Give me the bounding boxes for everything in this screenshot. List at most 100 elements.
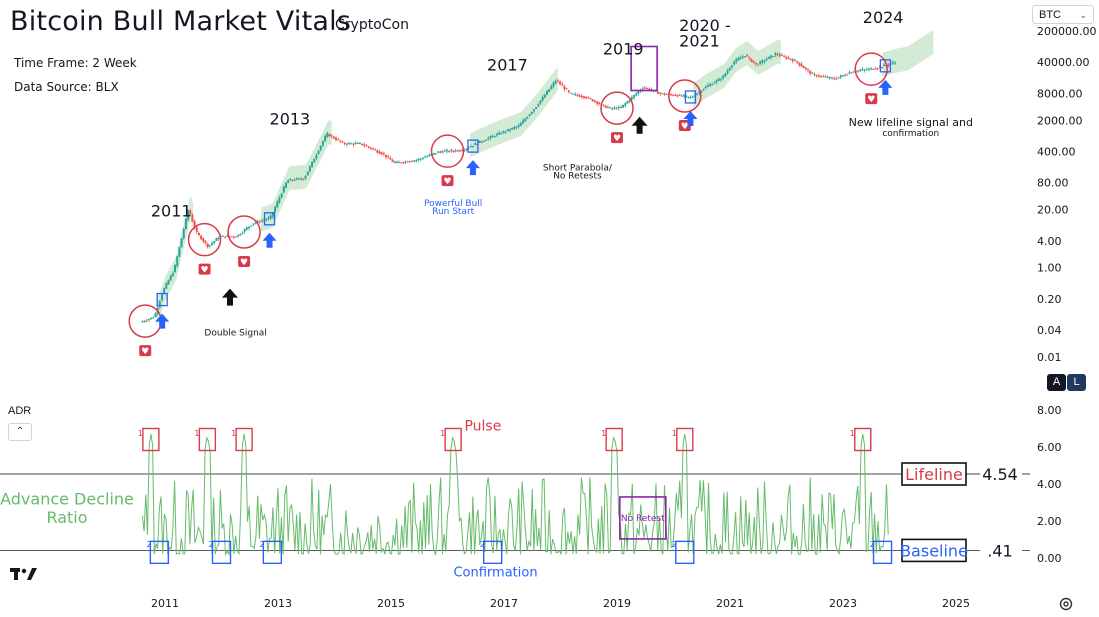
candle-body	[796, 61, 799, 63]
x-tick-label: 2025	[942, 597, 970, 610]
candle-body	[147, 319, 150, 321]
candle-body	[345, 143, 348, 145]
short-parabola-box	[630, 45, 658, 92]
candle-body	[870, 68, 873, 70]
candle-body	[767, 56, 770, 59]
candle-body	[624, 103, 627, 106]
buy-signal-circle	[600, 91, 634, 125]
candle-body	[622, 104, 625, 108]
candle-body	[511, 127, 514, 130]
candle-body	[448, 151, 451, 153]
candle-body	[450, 149, 453, 151]
candle-body	[815, 75, 818, 77]
candle-body	[493, 136, 496, 138]
candle-body	[324, 135, 327, 142]
price-y-tick-label: 0.01	[1037, 351, 1062, 364]
collapse-indicator-button[interactable]: ⌃	[8, 423, 32, 441]
candle-body	[709, 84, 712, 86]
candle-body	[874, 68, 877, 70]
candle-body	[145, 320, 148, 322]
candle-body	[306, 171, 309, 176]
confirmation-box	[211, 540, 232, 565]
candle-body	[876, 68, 879, 70]
candle-body	[787, 57, 790, 59]
candle-body	[800, 64, 803, 67]
candle-body	[295, 178, 298, 180]
candle-body	[250, 225, 253, 227]
candle-body	[517, 125, 520, 127]
candle-body	[374, 149, 377, 151]
x-tick-label: 2015	[377, 597, 405, 610]
price-annotation: 2021	[679, 31, 720, 50]
candle-body	[491, 135, 494, 138]
candle-body	[572, 93, 575, 95]
reference-line-value-bg	[980, 540, 1022, 561]
candle-body	[835, 78, 838, 80]
candle-body	[256, 220, 259, 223]
confirmation-box	[684, 90, 697, 104]
candle-body	[243, 229, 246, 232]
candle-body	[458, 150, 461, 152]
confirmation-mark: 2	[672, 540, 677, 549]
candle-body	[461, 150, 464, 152]
candle-body	[802, 65, 805, 69]
candle-body	[485, 140, 488, 142]
gear-icon[interactable]	[1058, 596, 1074, 612]
x-tick-label: 2019	[603, 597, 631, 610]
candle-body	[452, 150, 455, 152]
candle-body	[711, 84, 714, 86]
candle-body	[160, 294, 163, 301]
candle-body	[700, 91, 703, 93]
candle-body	[883, 64, 886, 67]
reference-line-label: Lifeline	[905, 465, 963, 484]
candle-body	[465, 148, 468, 150]
candle-body	[702, 88, 705, 90]
candle-body	[848, 72, 851, 74]
confirmation-box	[879, 59, 892, 73]
candle-body	[724, 73, 727, 77]
candle-body	[189, 210, 192, 216]
candle-body	[880, 66, 883, 68]
candle-body	[617, 106, 620, 109]
candle-body	[195, 227, 198, 232]
candle-body	[319, 145, 322, 150]
candle-body	[813, 74, 816, 76]
candle-body	[569, 92, 572, 94]
price-annotation: Short Parabola/	[543, 164, 613, 174]
candle-body	[141, 321, 144, 323]
candle-body	[728, 68, 731, 71]
candle-body	[887, 64, 890, 66]
pulse-box	[444, 427, 462, 452]
candle-body	[626, 101, 629, 104]
x-tick-label: 2021	[716, 597, 744, 610]
auto-scale-button[interactable]: A	[1047, 374, 1066, 391]
reference-line-value: 4.54	[982, 465, 1018, 484]
confirmation-box	[156, 292, 168, 307]
pulse-box	[605, 427, 623, 452]
candle-body	[559, 81, 562, 85]
candle-body	[863, 69, 866, 71]
candle-body	[174, 265, 177, 273]
candle-body	[839, 75, 842, 78]
candle-body	[317, 150, 320, 155]
symbol-select[interactable]: BTC ⌄	[1032, 5, 1094, 24]
price-annotation: 2024	[863, 8, 904, 27]
candle-body	[698, 91, 701, 94]
black-arrow-icon	[631, 116, 648, 134]
candle-body	[352, 143, 355, 145]
candle-body	[169, 275, 172, 281]
candle-body	[791, 59, 794, 62]
buy-signal-circle	[187, 222, 222, 257]
candle-body	[578, 95, 581, 97]
candle-body	[602, 104, 605, 106]
candle-body	[489, 136, 492, 139]
candle-body	[576, 94, 579, 96]
candle-body	[150, 317, 153, 319]
log-scale-button[interactable]: L	[1067, 374, 1086, 391]
price-y-tick-label: 8000.00	[1037, 87, 1083, 100]
candle-body	[669, 94, 672, 96]
candle-body	[463, 150, 466, 152]
candle-body	[271, 212, 274, 217]
signal-badge	[441, 175, 454, 187]
